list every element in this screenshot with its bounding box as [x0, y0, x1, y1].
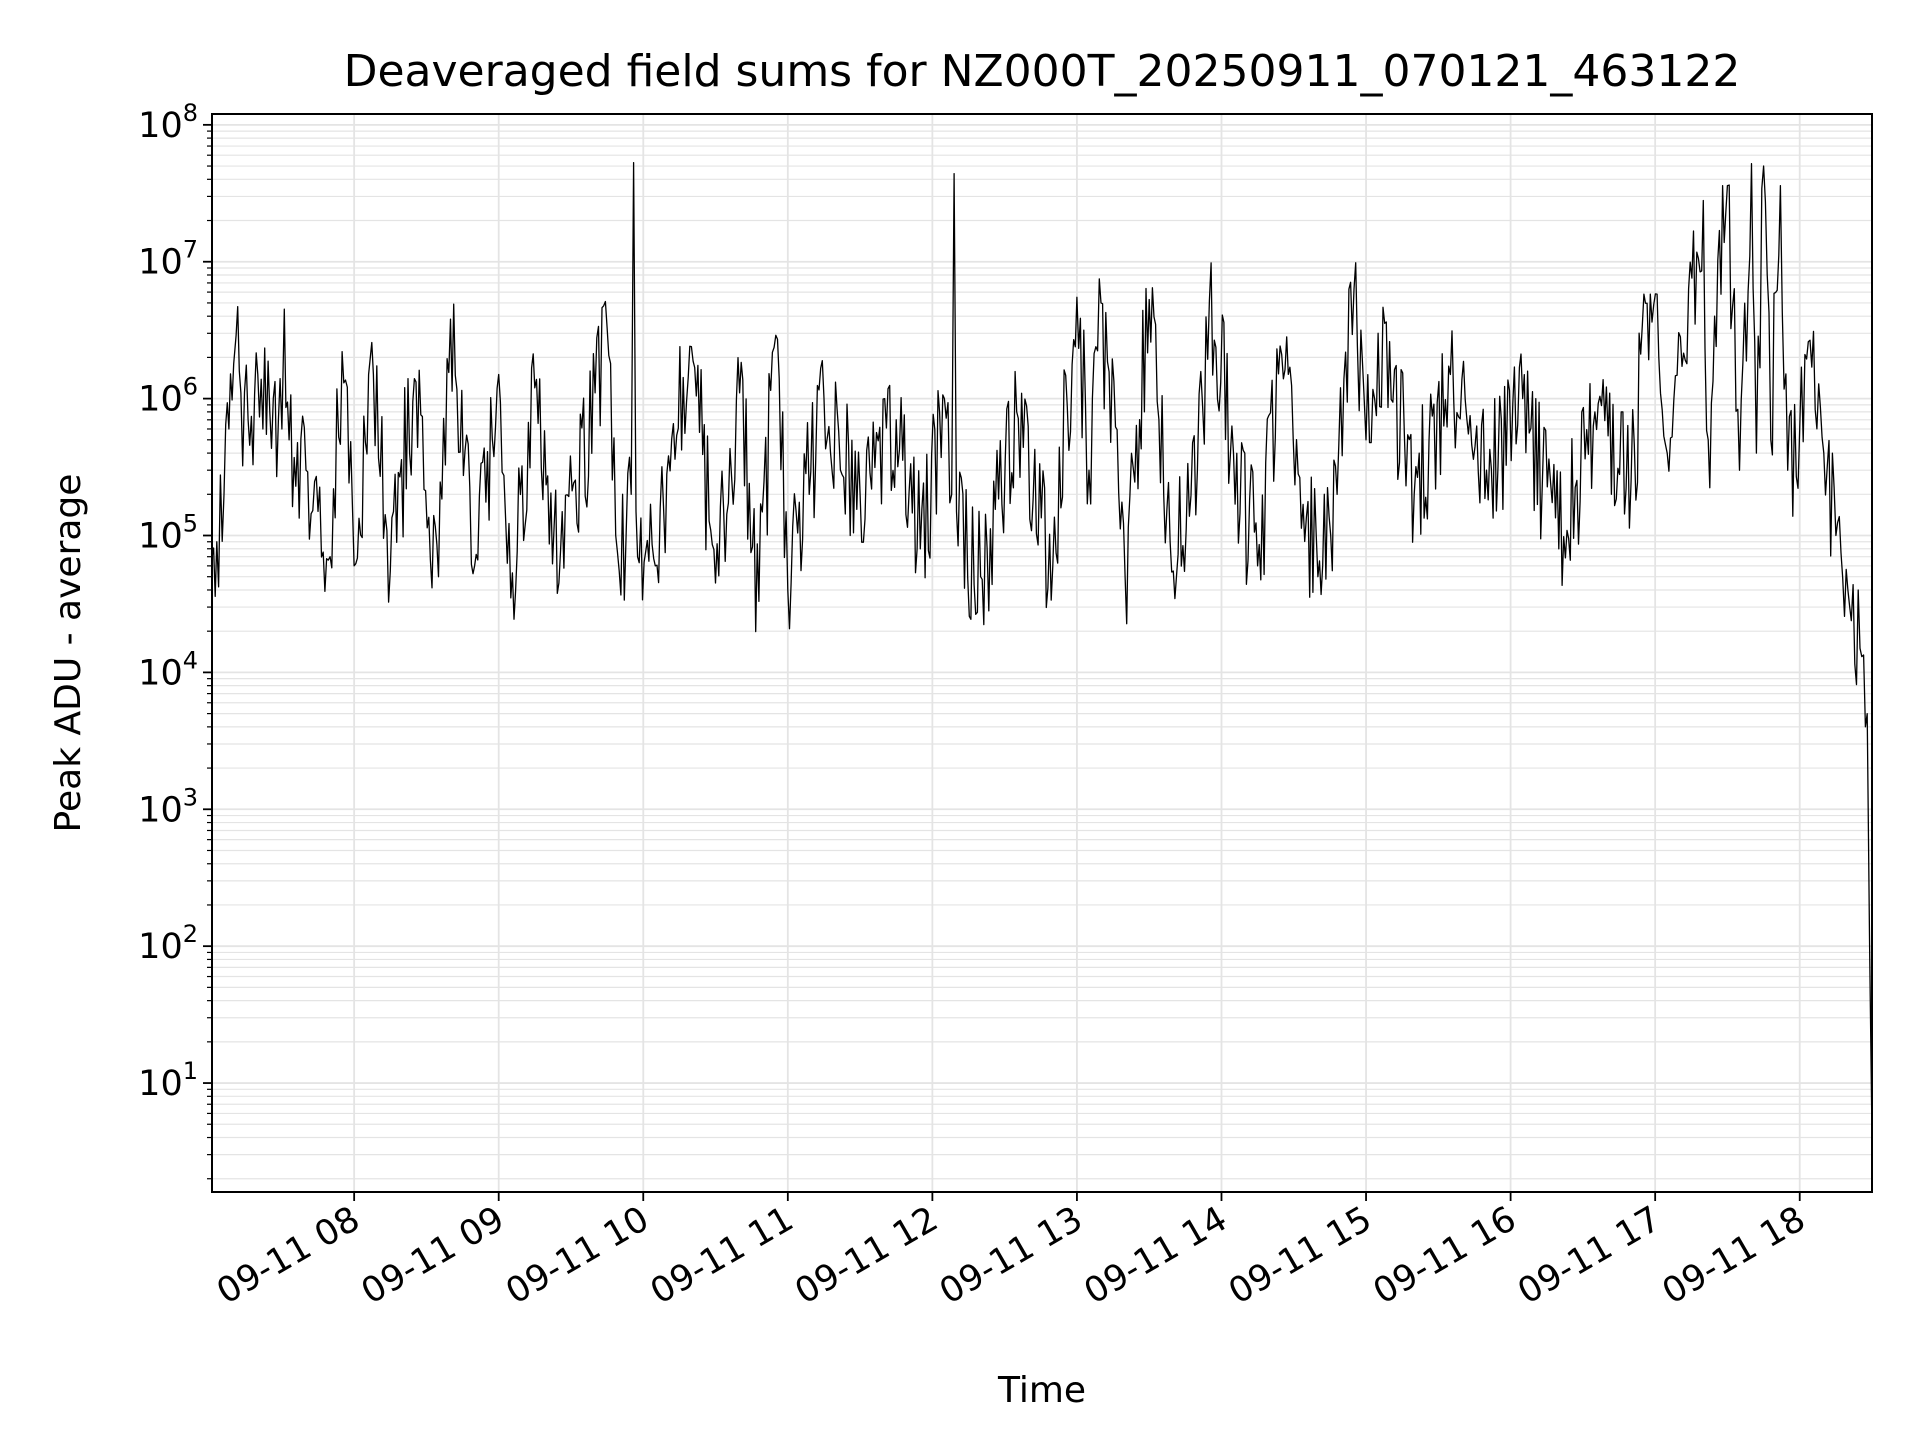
- y-tick-label: 107: [138, 236, 198, 283]
- grid-minor: [212, 130, 1872, 1180]
- y-tick-label: 102: [138, 920, 198, 967]
- series-layer: [211, 161, 1873, 1138]
- y-tick-label: 108: [138, 99, 198, 146]
- y-tick-label: 105: [138, 510, 198, 557]
- x-axis-label: Time: [997, 1370, 1086, 1411]
- chart-title: Deaveraged field sums for NZ000T_2025091…: [344, 46, 1741, 97]
- plot-frame: [211, 113, 1873, 1193]
- series-line: [211, 161, 1873, 1138]
- y-tick-label: 104: [138, 646, 198, 693]
- y-tick-label: 103: [138, 783, 198, 830]
- y-tick-label: 106: [138, 373, 198, 420]
- y-axis-label: Peak ADU - average: [48, 474, 89, 833]
- y-tick-label: 101: [138, 1057, 198, 1104]
